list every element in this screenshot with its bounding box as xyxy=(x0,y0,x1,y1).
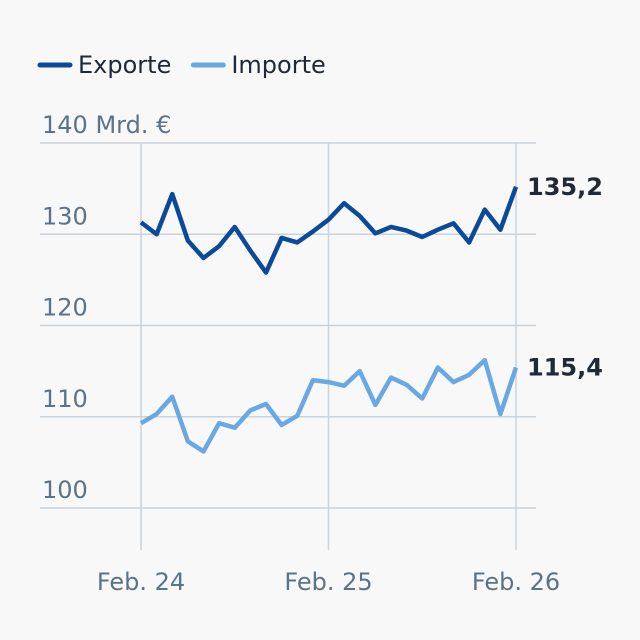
x-tick-label: Feb. 25 xyxy=(284,568,372,596)
y-tick-label: 140 Mrd. € xyxy=(42,111,171,139)
series-line xyxy=(139,357,519,454)
series-line xyxy=(139,186,519,275)
y-tick-label: 100 xyxy=(42,476,88,504)
y-tick-label: 130 xyxy=(42,202,88,230)
legend-label: Importe xyxy=(231,51,325,79)
y-tick-label: 120 xyxy=(42,294,88,322)
end-label: 135,2 xyxy=(527,173,603,201)
end-label: 115,4 xyxy=(527,353,603,381)
y-tick-label: 110 xyxy=(42,385,88,413)
legend-label: Exporte xyxy=(78,51,171,79)
x-tick-label: Feb. 24 xyxy=(97,568,185,596)
x-tick-label: Feb. 26 xyxy=(472,568,560,596)
